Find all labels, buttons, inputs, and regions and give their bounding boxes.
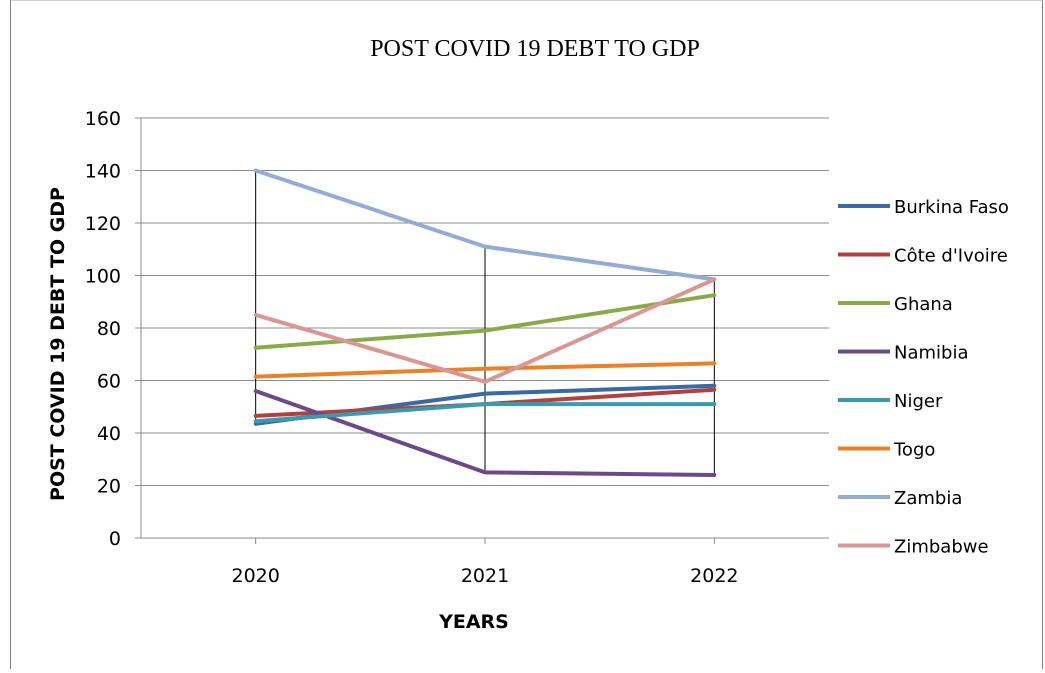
drop-lines bbox=[255, 170, 715, 475]
legend: Burkina Faso Côte d'Ivoire Ghana Namibia Nig… bbox=[838, 197, 1009, 558]
legend-label: Zimbabwe bbox=[894, 537, 989, 558]
legend-label: Niger bbox=[894, 391, 943, 412]
y-tick-label: 100 bbox=[85, 266, 121, 288]
x-tick-label: 2022 bbox=[690, 565, 738, 587]
legend-label: Togo bbox=[893, 440, 935, 461]
gridlines bbox=[135, 117, 829, 539]
y-axis-title: POST COVID 19 DEBT TO GDP bbox=[47, 187, 69, 501]
legend-label: Côte d'Ivoire bbox=[894, 246, 1008, 267]
series-line-niger bbox=[253, 402, 717, 424]
y-tick-label: 20 bbox=[97, 476, 121, 498]
y-tick-label: 80 bbox=[97, 318, 121, 340]
y-axis-tick-labels: 0 20 40 60 80 100 120 140 160 bbox=[85, 108, 121, 550]
legend-label: Zambia bbox=[894, 488, 962, 509]
legend-label: Burkina Faso bbox=[894, 197, 1009, 218]
series-line-togo bbox=[253, 361, 717, 379]
axes bbox=[140, 118, 829, 544]
y-tick-label: 60 bbox=[97, 371, 121, 393]
series-line-namibia bbox=[253, 389, 717, 477]
chart-area bbox=[10, 0, 1043, 669]
y-tick-label: 40 bbox=[97, 423, 121, 445]
y-tick-label: 120 bbox=[85, 213, 121, 235]
series-lines bbox=[253, 168, 717, 477]
legend-label: Namibia bbox=[894, 343, 969, 364]
x-axis-tick-labels: 2020 2021 2022 bbox=[231, 565, 738, 587]
x-tick-label: 2021 bbox=[461, 565, 509, 587]
series-line-ghana bbox=[253, 293, 717, 350]
y-tick-label: 160 bbox=[85, 108, 121, 130]
legend-label: Ghana bbox=[894, 294, 953, 315]
y-tick-label: 0 bbox=[109, 528, 121, 550]
series-line-zimbabwe bbox=[253, 277, 717, 384]
chart-title: POST COVID 19 DEBT TO GDP bbox=[370, 36, 700, 62]
y-tick-label: 140 bbox=[85, 161, 121, 183]
x-axis-title: YEARS bbox=[438, 611, 509, 633]
x-tick-label: 2020 bbox=[231, 565, 279, 587]
series-line-zambia bbox=[253, 168, 717, 282]
